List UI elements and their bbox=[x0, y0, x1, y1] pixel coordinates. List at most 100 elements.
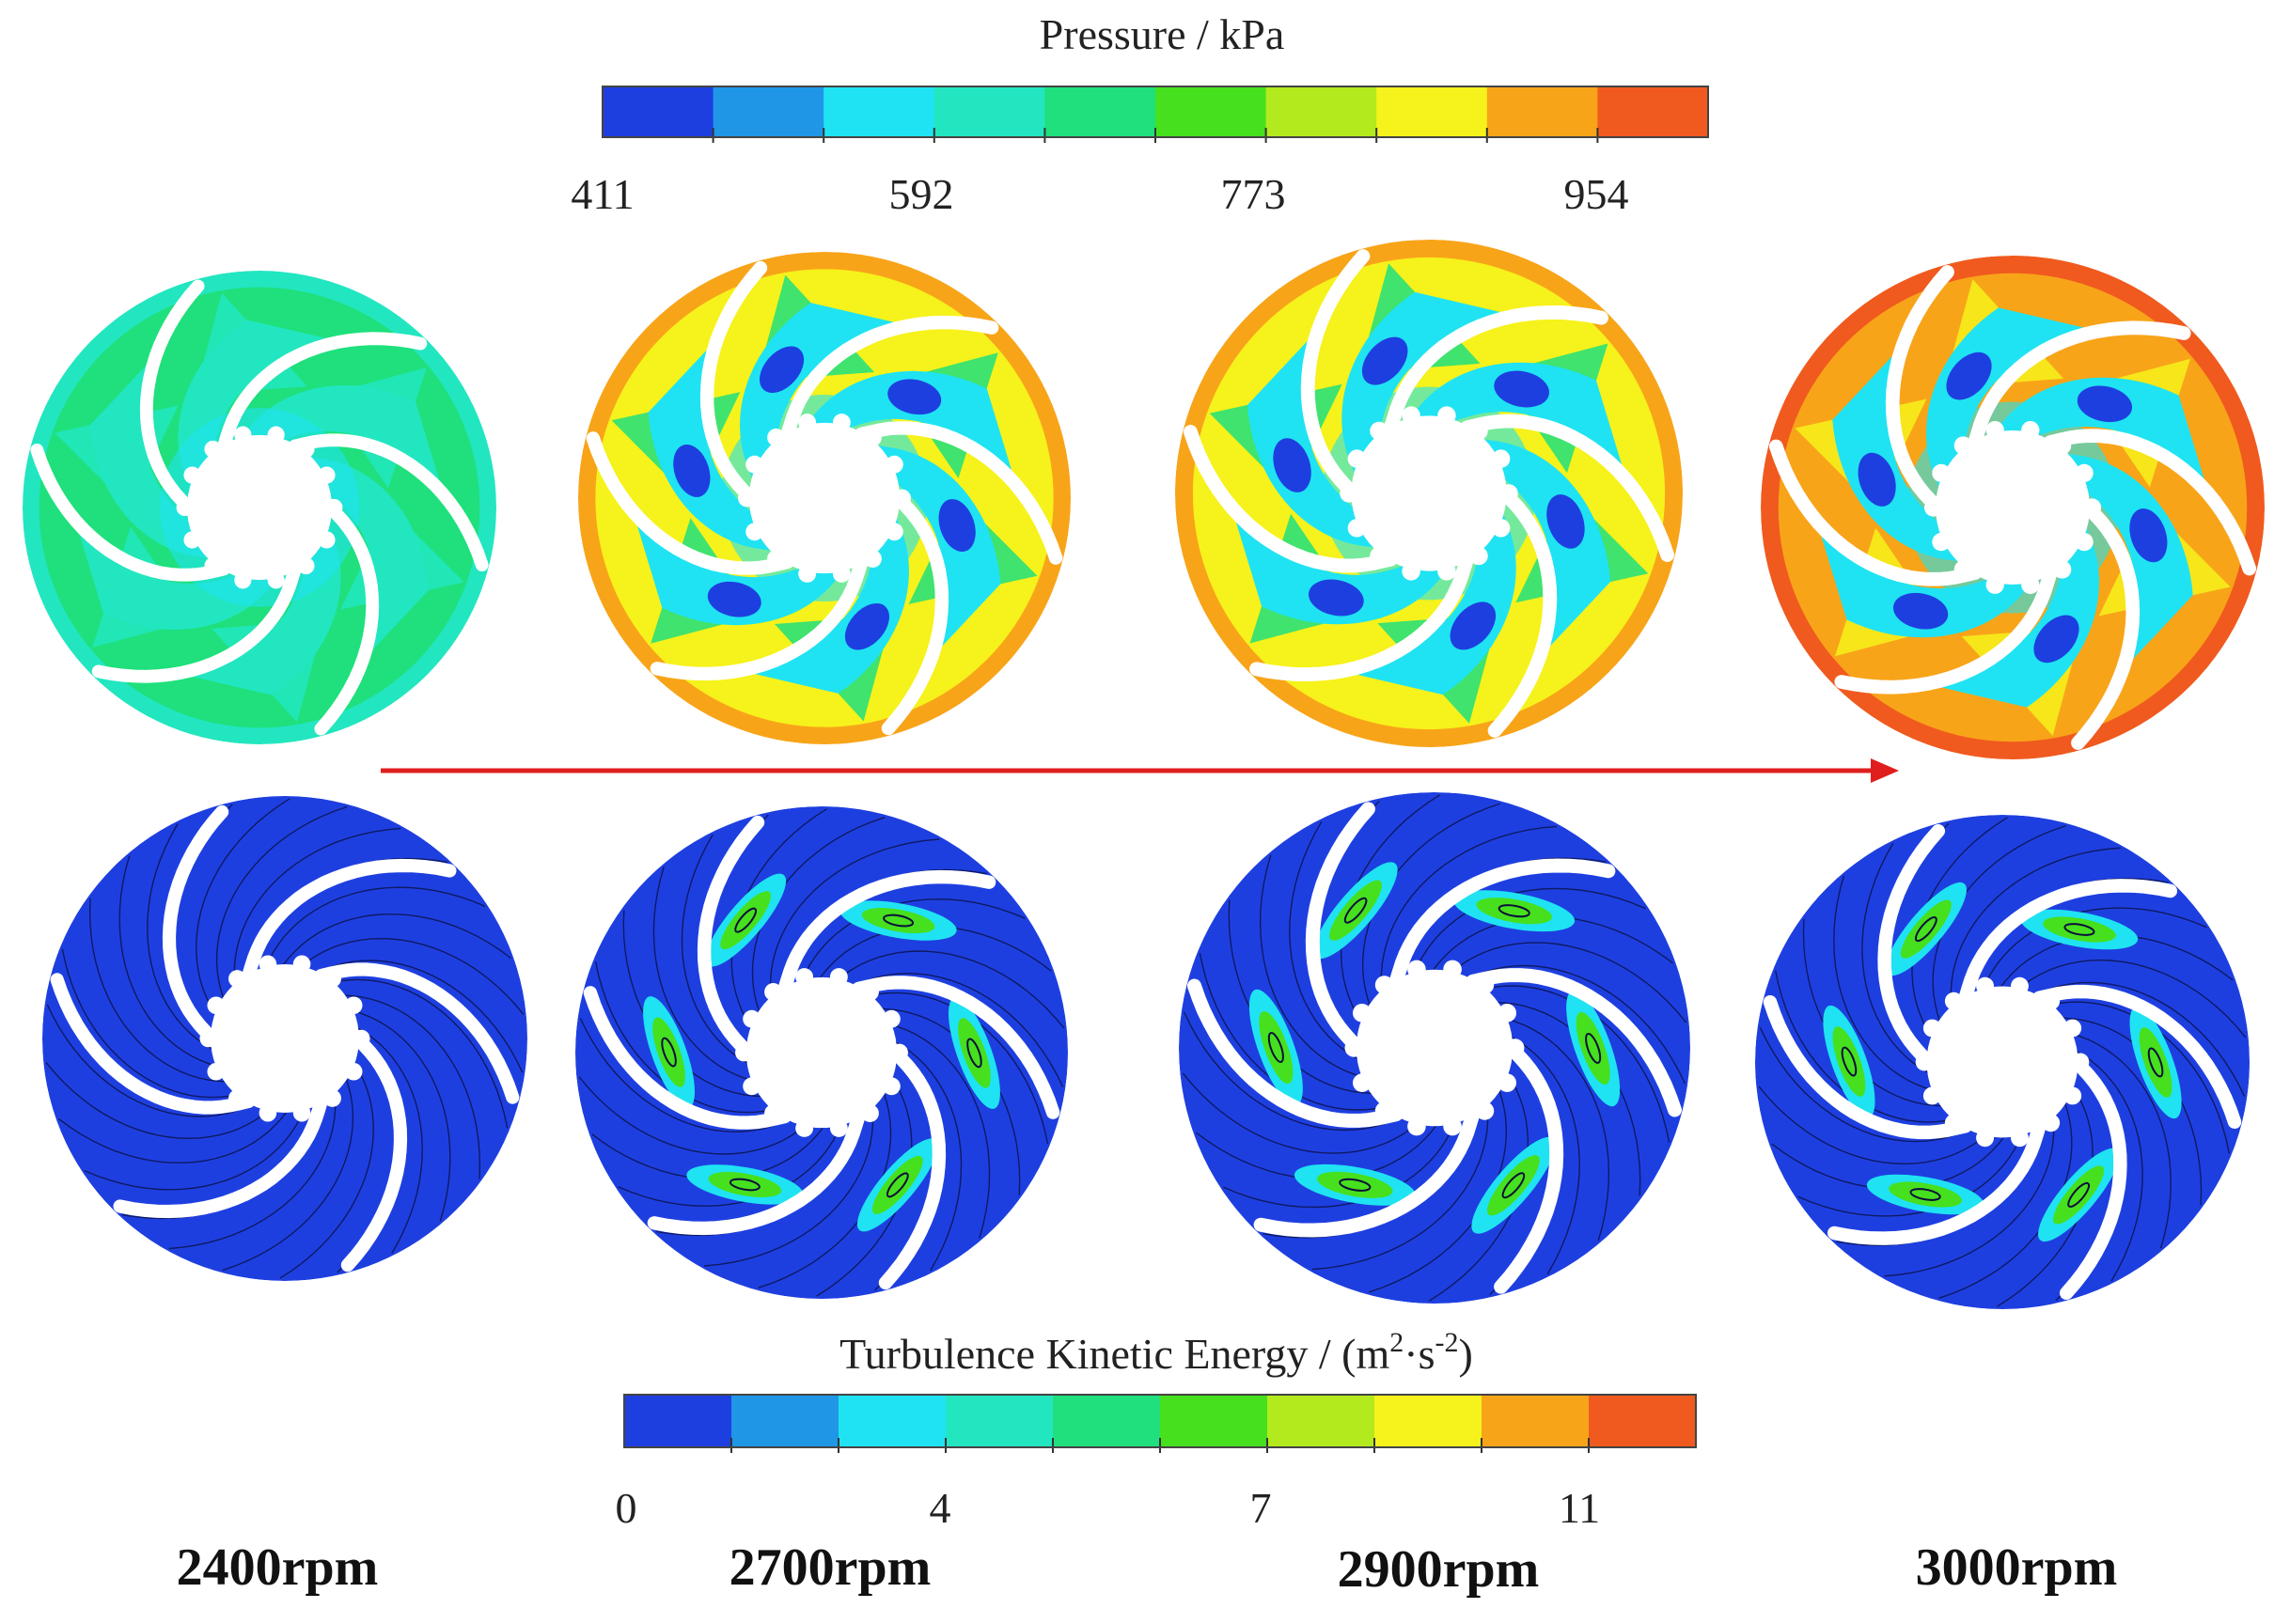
hub-scallop bbox=[743, 1077, 761, 1096]
tke-vortex-ring bbox=[1909, 1188, 1941, 1201]
hub-scallop bbox=[829, 1119, 848, 1137]
pressure-impeller-2 bbox=[1175, 240, 1683, 747]
hub-scallop bbox=[2075, 532, 2094, 552]
tke-colorbar-segments bbox=[623, 1394, 1697, 1453]
impeller-hub bbox=[1356, 969, 1514, 1127]
hub-scallop bbox=[176, 498, 194, 517]
streamline bbox=[168, 1082, 337, 1250]
streamline bbox=[1289, 820, 1369, 1066]
hub-scallop bbox=[1915, 1053, 1934, 1071]
streamline bbox=[1884, 1106, 2055, 1277]
hub-scallop bbox=[1498, 1073, 1516, 1092]
tke-contour-row bbox=[42, 792, 2250, 1309]
impeller-blade bbox=[113, 1094, 328, 1219]
hub-scallop bbox=[798, 414, 817, 431]
streamline bbox=[886, 1036, 963, 1272]
impeller-blade bbox=[242, 858, 457, 983]
streamline bbox=[276, 914, 511, 975]
pressure-passage-zone bbox=[164, 524, 341, 695]
streamline bbox=[118, 855, 227, 1070]
hub-scallop bbox=[1347, 449, 1367, 468]
hub-scallop bbox=[1407, 960, 1426, 979]
hub-scallop bbox=[1475, 1101, 1495, 1120]
pressure-low-spot bbox=[707, 581, 761, 617]
streamline bbox=[222, 1069, 354, 1272]
streamline bbox=[1500, 1030, 1580, 1275]
pressure-low-spot bbox=[2033, 615, 2079, 664]
hub-scallop bbox=[1402, 562, 1420, 581]
impeller-blade bbox=[1460, 414, 1675, 562]
tke-vortex-core bbox=[1486, 1155, 1540, 1216]
pressure-passage-zone bbox=[89, 343, 211, 559]
hub-scallop bbox=[890, 1043, 908, 1062]
hub-scallop bbox=[832, 414, 851, 431]
impeller-hub bbox=[748, 422, 901, 574]
impeller-blade bbox=[1249, 552, 1474, 682]
hub-scallop bbox=[882, 1077, 901, 1096]
streamline bbox=[2010, 959, 2247, 1038]
impeller-hub bbox=[1935, 429, 2091, 586]
hub-scallop bbox=[1340, 484, 1358, 503]
hub-scallop bbox=[735, 1043, 753, 1062]
tke-vortex-ring bbox=[734, 907, 758, 933]
hub-scallop bbox=[745, 523, 764, 541]
hub-scallop bbox=[297, 556, 315, 575]
impeller-blade bbox=[50, 973, 256, 1115]
speed-increase-arrow bbox=[381, 758, 1899, 783]
impeller-blade bbox=[1187, 978, 1404, 1128]
pressure-low-spot bbox=[1309, 579, 1364, 617]
hub-scallop bbox=[1976, 1129, 1995, 1148]
hub-scallop bbox=[1499, 484, 1518, 503]
tke-vortex-core bbox=[2053, 1165, 2105, 1225]
pressure-low-spot bbox=[1858, 452, 1896, 507]
hub-scallop bbox=[2052, 560, 2072, 579]
streamline bbox=[291, 937, 525, 1015]
hub-scallop bbox=[1370, 546, 1388, 566]
pressure-impeller-1 bbox=[578, 252, 1071, 744]
tke-vortex-ring bbox=[1501, 1172, 1526, 1199]
tke-vortex-ring bbox=[2067, 1181, 2091, 1208]
streamline bbox=[1311, 1093, 1489, 1271]
tke-colorbar-segment bbox=[1589, 1395, 1697, 1447]
pressure-colorbar-segment bbox=[823, 86, 935, 137]
hub-scallop bbox=[234, 571, 252, 589]
pressure-passage-zone bbox=[1326, 512, 1516, 695]
hub-scallop bbox=[864, 550, 882, 568]
streamline bbox=[307, 960, 524, 1073]
streamline bbox=[578, 1076, 814, 1155]
hub-scallop bbox=[882, 1009, 901, 1028]
tke-colorbar-segment bbox=[839, 1395, 947, 1447]
streamline bbox=[703, 1096, 874, 1267]
streamline bbox=[1259, 854, 1374, 1081]
pressure-colorbar-segment bbox=[1265, 86, 1377, 137]
hub-scallop bbox=[267, 571, 285, 589]
pressure-colorbar-segment bbox=[1155, 86, 1267, 137]
tke-vortex-ring bbox=[1267, 1032, 1284, 1063]
impeller-blade bbox=[852, 976, 1060, 1119]
hub-scallop bbox=[1344, 1038, 1364, 1057]
tke-colorbar-frame bbox=[623, 1394, 1697, 1448]
impeller-hub bbox=[211, 964, 359, 1113]
impeller-blade bbox=[1487, 486, 1558, 738]
impeller-blade bbox=[699, 260, 768, 506]
impeller-blade bbox=[881, 491, 949, 736]
hub-scallop bbox=[885, 455, 903, 474]
impeller-blade bbox=[1827, 1119, 2047, 1245]
tke-vortex-core bbox=[2043, 916, 2116, 943]
streamline bbox=[2066, 1045, 2143, 1282]
tke-colorbar-segment bbox=[1374, 1395, 1482, 1447]
tke-impeller-1 bbox=[575, 806, 1068, 1299]
impeller-blade bbox=[1384, 304, 1608, 435]
pressure-low-spot bbox=[1892, 592, 1949, 630]
hub-scallop bbox=[1491, 449, 1511, 468]
streamline bbox=[880, 1021, 991, 1239]
hub-scallop bbox=[267, 426, 285, 444]
hub-scallop bbox=[1985, 421, 2004, 440]
streamline bbox=[1183, 1011, 1411, 1132]
hub-scallop bbox=[1944, 992, 1963, 1010]
tke-vortex-core bbox=[1317, 1171, 1393, 1198]
hub-scallop bbox=[228, 1089, 246, 1107]
tke-impeller-3 bbox=[1755, 815, 2250, 1309]
pressure-colorbar-segment bbox=[1597, 86, 1709, 137]
impeller-blade bbox=[1300, 249, 1371, 501]
